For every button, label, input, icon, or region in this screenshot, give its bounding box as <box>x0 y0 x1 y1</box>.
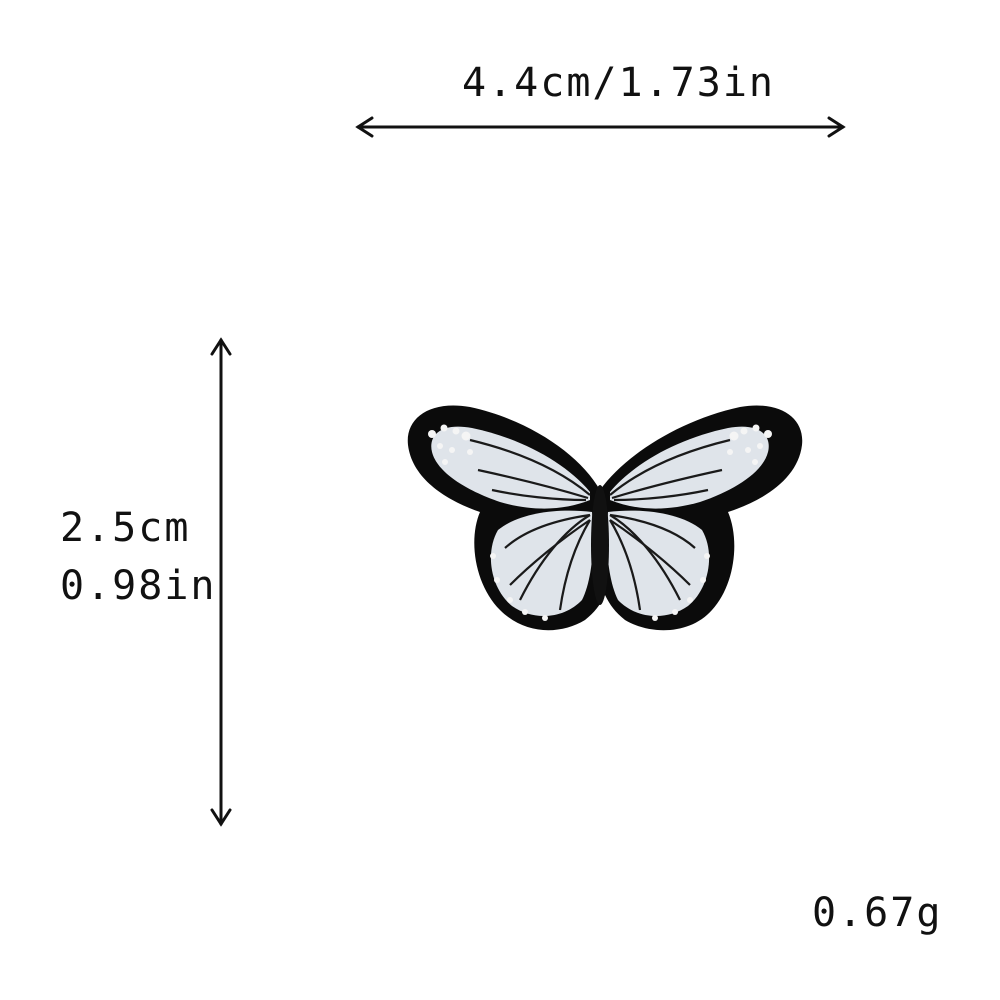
butterfly-patch-icon <box>407 405 803 631</box>
width-measurement-label: 4.4cm/1.73in <box>462 60 775 106</box>
height-arrow <box>210 337 232 827</box>
height-measurement-in-label: 0.98in <box>60 563 217 609</box>
height-measurement-cm-label: 2.5cm <box>60 505 191 551</box>
width-arrow <box>355 116 846 138</box>
weight-label: 0.67g <box>812 890 943 936</box>
